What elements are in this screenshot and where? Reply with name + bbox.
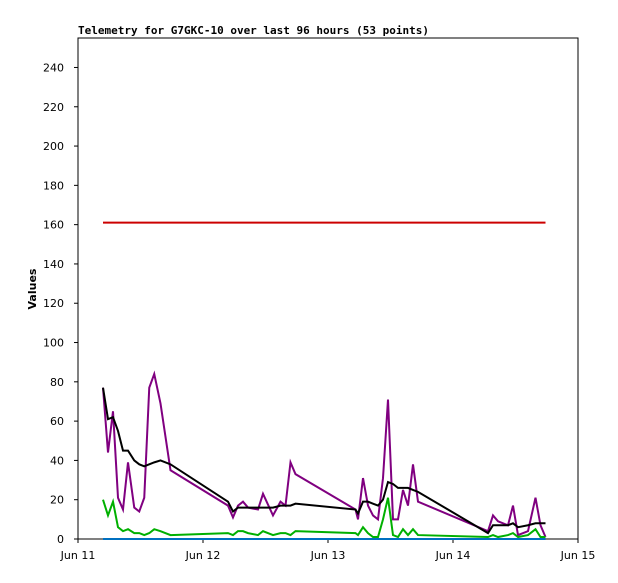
x-tick-label: Jun 13 — [310, 549, 346, 562]
y-tick-label: 140 — [43, 258, 64, 271]
x-tick-label: Jun 14 — [435, 549, 471, 562]
y-tick-label: 160 — [43, 219, 64, 232]
series-line — [102, 387, 546, 535]
y-tick-label: 80 — [50, 376, 64, 389]
y-tick-label: 0 — [57, 533, 64, 546]
y-tick-label: 120 — [43, 297, 64, 310]
series-line — [102, 370, 547, 538]
y-tick-label: 240 — [43, 61, 64, 74]
y-axis-label: Values — [26, 268, 39, 309]
x-tick-label: Jun 15 — [560, 549, 596, 562]
y-tick-label: 40 — [50, 454, 64, 467]
y-tick-label: 200 — [43, 140, 64, 153]
y-tick-label: 220 — [43, 101, 64, 114]
y-tick-label: 20 — [50, 494, 64, 507]
x-tick-label: Jun 12 — [185, 549, 221, 562]
y-tick-label: 180 — [43, 179, 64, 192]
y-tick-label: 100 — [43, 337, 64, 350]
series-line — [102, 497, 546, 539]
y-tick-label: 60 — [50, 415, 64, 428]
x-tick-label: Jun 11 — [60, 549, 96, 562]
chart-title: Telemetry for G7GKC-10 over last 96 hour… — [78, 24, 429, 37]
